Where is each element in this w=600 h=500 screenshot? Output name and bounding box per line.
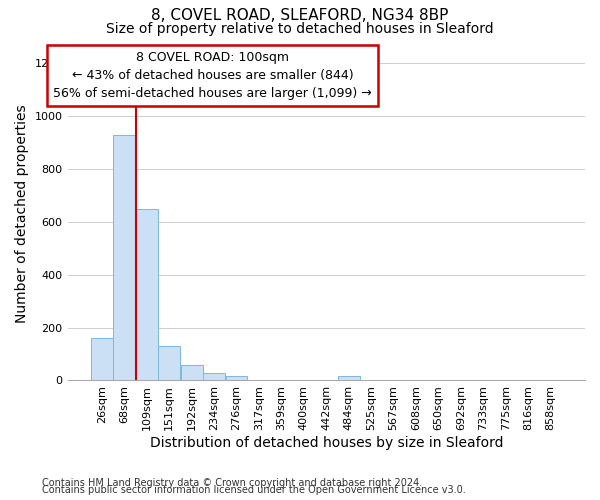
Text: Contains public sector information licensed under the Open Government Licence v3: Contains public sector information licen… xyxy=(42,485,466,495)
Bar xyxy=(226,376,247,380)
Bar xyxy=(136,208,158,380)
Bar xyxy=(113,134,135,380)
Bar xyxy=(338,376,359,380)
Text: Size of property relative to detached houses in Sleaford: Size of property relative to detached ho… xyxy=(106,22,494,36)
Bar xyxy=(181,364,203,380)
Bar xyxy=(91,338,113,380)
Text: 8 COVEL ROAD: 100sqm
← 43% of detached houses are smaller (844)
56% of semi-deta: 8 COVEL ROAD: 100sqm ← 43% of detached h… xyxy=(53,51,372,100)
Text: 8, COVEL ROAD, SLEAFORD, NG34 8BP: 8, COVEL ROAD, SLEAFORD, NG34 8BP xyxy=(151,8,449,22)
Text: Contains HM Land Registry data © Crown copyright and database right 2024.: Contains HM Land Registry data © Crown c… xyxy=(42,478,422,488)
Bar xyxy=(158,346,180,380)
Bar xyxy=(203,372,225,380)
X-axis label: Distribution of detached houses by size in Sleaford: Distribution of detached houses by size … xyxy=(149,436,503,450)
Y-axis label: Number of detached properties: Number of detached properties xyxy=(15,104,29,324)
